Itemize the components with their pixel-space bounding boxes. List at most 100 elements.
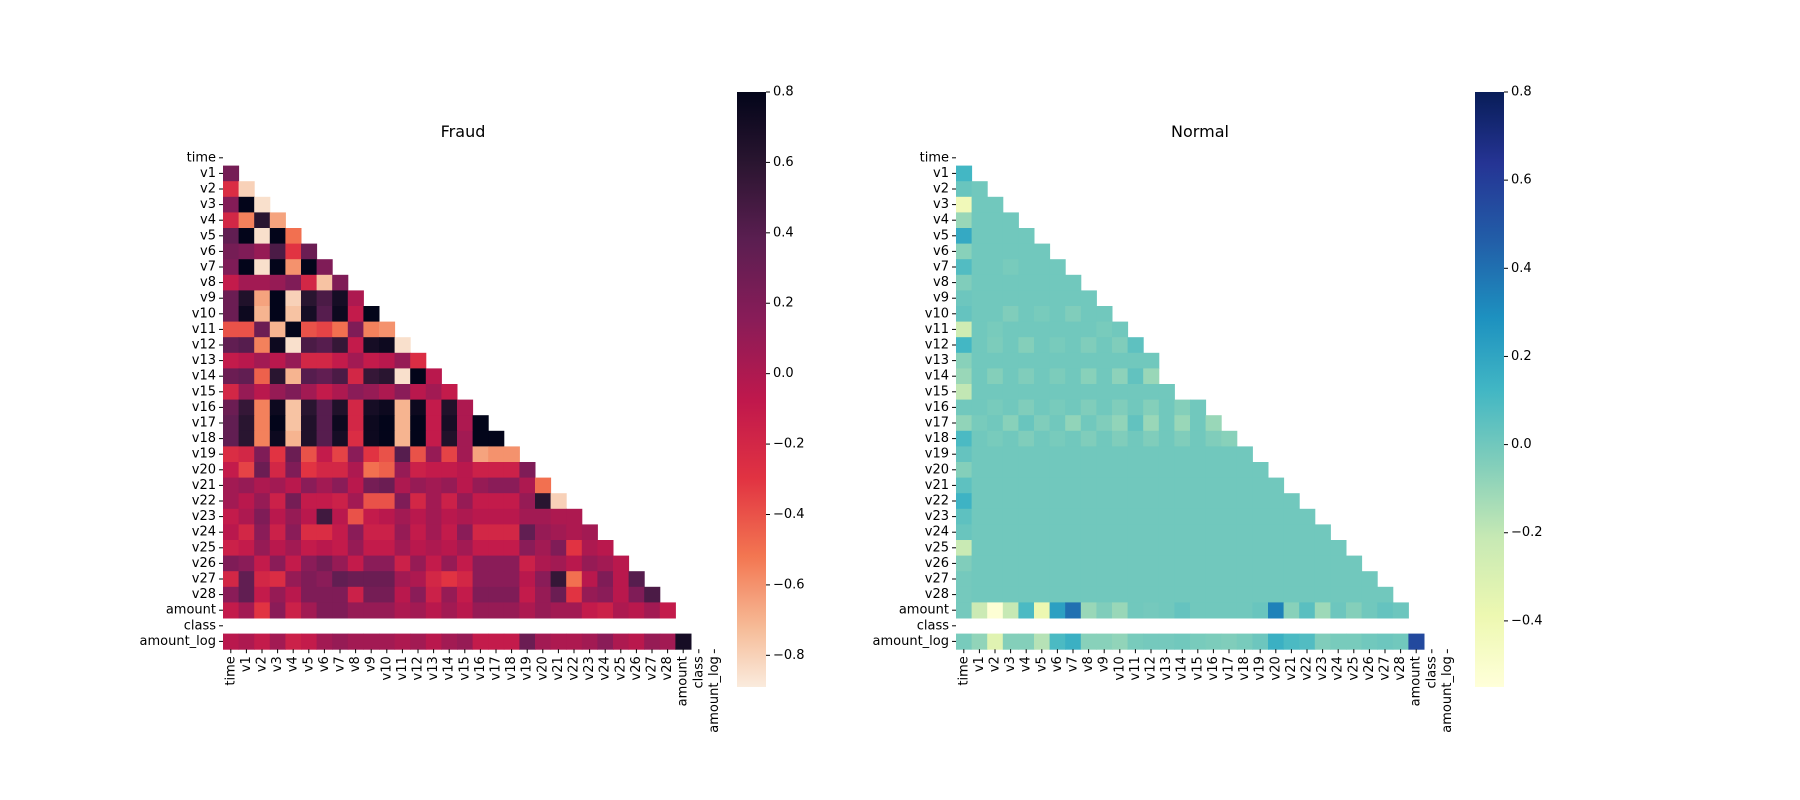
- normal-cell: [1392, 602, 1409, 619]
- fraud-cell: [223, 540, 240, 557]
- fraud-ylabel: v20: [192, 462, 216, 477]
- normal-cell: [1049, 508, 1066, 525]
- fraud-cell: [238, 384, 255, 401]
- fraud-cell: [503, 524, 520, 541]
- normal-cell: [1174, 462, 1191, 479]
- fraud-cell: [597, 540, 614, 557]
- normal-cell: [971, 274, 988, 291]
- normal-cell: [1096, 586, 1113, 603]
- normal-cell: [1049, 555, 1066, 572]
- fraud-cell: [332, 290, 349, 307]
- fraud-cell: [410, 633, 427, 650]
- normal-cell: [1143, 586, 1160, 603]
- normal-cell: [956, 243, 973, 260]
- fraud-cell: [566, 508, 583, 525]
- normal-cell: [1314, 586, 1331, 603]
- fraud-cell: [285, 462, 302, 479]
- fraud-cell: [269, 352, 286, 369]
- normal-cell: [971, 477, 988, 494]
- normal-cell: [1065, 524, 1082, 541]
- fraud-cell: [301, 306, 318, 323]
- fraud-cell: [301, 508, 318, 525]
- normal-cell: [1112, 368, 1129, 385]
- normal-cell: [1096, 571, 1113, 588]
- fraud-xlabel: v24: [598, 656, 613, 680]
- fraud-cell: [379, 337, 396, 354]
- fraud-cell: [301, 633, 318, 650]
- normal-cell: [956, 524, 973, 541]
- normal-cell: [1314, 555, 1331, 572]
- fraud-cell: [269, 259, 286, 276]
- normal-cell: [1080, 555, 1097, 572]
- fraud-cell: [254, 352, 271, 369]
- fraud-xlabel: v22: [567, 656, 582, 680]
- normal-cell: [1143, 633, 1160, 650]
- normal-cell: [1221, 540, 1238, 557]
- normal-cell: [1018, 337, 1035, 354]
- fraud-cell: [472, 571, 489, 588]
- fraud-cell: [316, 430, 333, 447]
- normal-cell: [1158, 633, 1175, 650]
- fraud-cell: [410, 430, 427, 447]
- fraud-cell: [472, 524, 489, 541]
- normal-xlabel: v6: [1050, 656, 1065, 672]
- fraud-cell: [301, 462, 318, 479]
- normal-ylabel: v28: [925, 587, 949, 602]
- fraud-cell: [659, 633, 676, 650]
- normal-cell: [1314, 524, 1331, 541]
- normal-cell: [1361, 602, 1378, 619]
- fraud-cell: [363, 430, 380, 447]
- fraud-ylabel: class: [184, 618, 216, 633]
- fraud-cell: [394, 586, 411, 603]
- fraud-cell: [285, 586, 302, 603]
- fraud-cell: [223, 321, 240, 338]
- fraud-cell: [223, 259, 240, 276]
- normal-xlabel: v16: [1206, 656, 1221, 680]
- normal-cell: [1112, 586, 1129, 603]
- fraud-cell: [223, 524, 240, 541]
- normal-ylabel: v26: [925, 556, 949, 571]
- fraud-cell: [628, 602, 645, 619]
- normal-cell: [971, 368, 988, 385]
- fraud-cell: [316, 586, 333, 603]
- normal-cell: [1283, 493, 1300, 510]
- normal-cell: [1002, 586, 1019, 603]
- normal-cell: [1236, 586, 1253, 603]
- normal-xlabel: v22: [1300, 656, 1315, 680]
- normal-ylabel: v12: [925, 338, 949, 353]
- fraud-xlabel: v2: [255, 656, 270, 672]
- fraud-cell: [566, 540, 583, 557]
- normal-xlabel: v24: [1331, 656, 1346, 680]
- normal-cell: [1002, 571, 1019, 588]
- normal-cell: [1080, 368, 1097, 385]
- fraud-cell: [238, 290, 255, 307]
- fraud-cell: [285, 399, 302, 416]
- normal-cell: [1065, 571, 1082, 588]
- normal-cell: [1143, 508, 1160, 525]
- normal-cell: [987, 337, 1004, 354]
- normal-cell: [1112, 321, 1129, 338]
- fraud-cell: [223, 352, 240, 369]
- normal-cell: [1080, 430, 1097, 447]
- normal-cell: [987, 540, 1004, 557]
- normal-cell: [971, 384, 988, 401]
- fraud-ylabel: v24: [192, 525, 216, 540]
- fraud-cell: [363, 462, 380, 479]
- fraud-cell: [488, 493, 505, 510]
- normal-cell: [956, 259, 973, 276]
- fraud-cell: [269, 384, 286, 401]
- fraud-cell: [347, 384, 364, 401]
- fraud-cell: [332, 306, 349, 323]
- fraud-cell: [269, 290, 286, 307]
- fraud-ylabel: v2: [200, 182, 216, 197]
- normal-cell: [1002, 477, 1019, 494]
- normal-cell: [1034, 399, 1051, 416]
- fraud-ylabel: v22: [192, 494, 216, 509]
- normal-cell: [1252, 586, 1269, 603]
- normal-cell: [1065, 352, 1082, 369]
- normal-cell: [1252, 540, 1269, 557]
- fraud-cell: [238, 181, 255, 198]
- fraud-cell: [269, 337, 286, 354]
- normal-cell: [1268, 493, 1285, 510]
- normal-cell: [1034, 462, 1051, 479]
